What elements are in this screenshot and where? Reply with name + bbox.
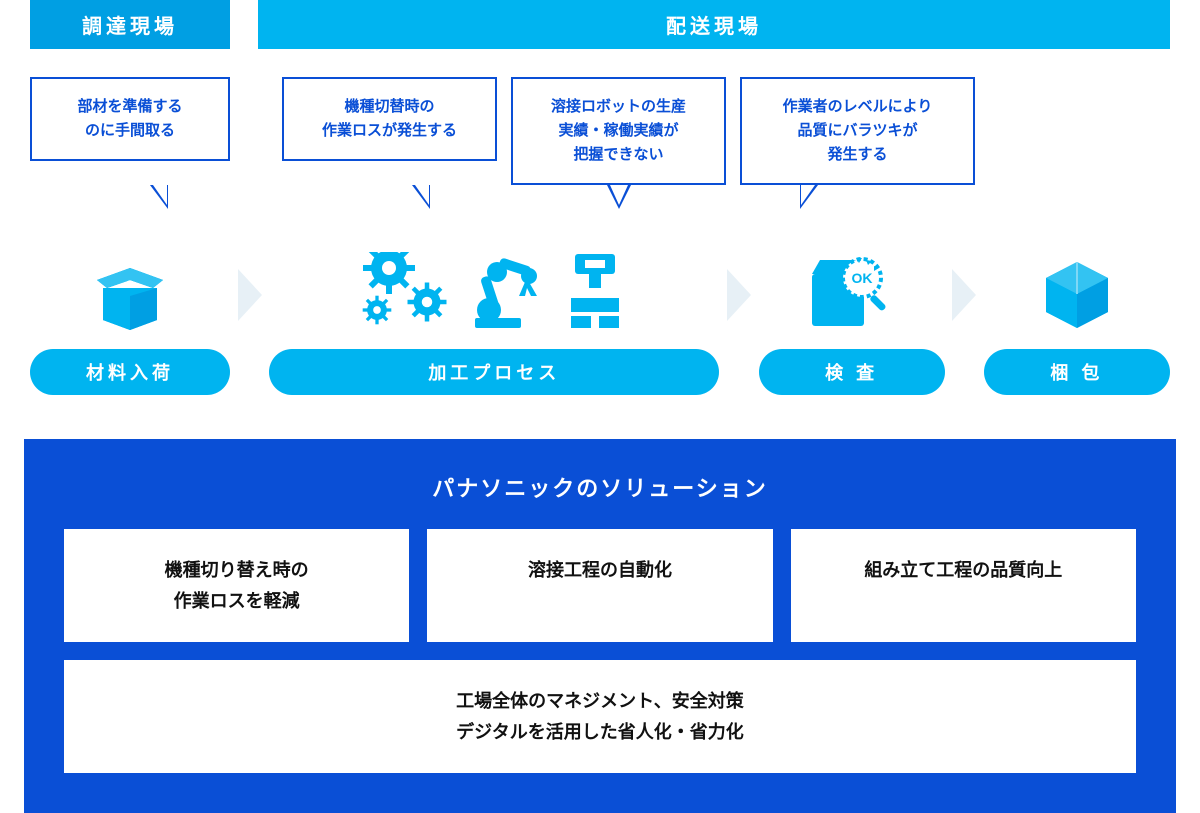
bubble-2-tail	[607, 185, 631, 209]
pills-row: 材料入荷 加工プロセス 検 査 梱 包	[30, 349, 1170, 395]
stage-incoming-icons	[30, 255, 230, 335]
pill-machining: 加工プロセス	[269, 349, 719, 395]
header-left: 調達現場	[30, 0, 230, 49]
bubble-3-tail	[800, 185, 818, 209]
arrow-2	[727, 269, 751, 321]
bubble-0: 部材を準備するのに手間取る	[30, 77, 230, 185]
stage-inspect-icons: OK	[759, 255, 945, 335]
open-box-icon	[95, 266, 165, 335]
solution-box-2: 組み立て工程の品質向上	[791, 529, 1136, 642]
pill-pack: 梱 包	[984, 349, 1170, 395]
solution-box-1: 溶接工程の自動化	[427, 529, 772, 642]
solution-title: パナソニックのソリューション	[64, 471, 1136, 503]
header-row: 調達現場 配送現場	[30, 0, 1170, 49]
pill-incoming: 材料入荷	[30, 349, 230, 395]
arrow-3	[952, 269, 976, 321]
bubbles-row: 部材を準備するのに手間取る 機種切替時の作業ロスが発生する 溶接ロボットの生産実…	[30, 77, 1170, 185]
solution-box-0: 機種切り替え時の作業ロスを軽減	[64, 529, 409, 642]
bubble-2-text: 溶接ロボットの生産実績・稼働実績が把握できない	[511, 77, 726, 185]
inspect-ok-icon: OK	[810, 256, 894, 335]
robot-arm-icon	[469, 252, 545, 335]
clamp-icon	[563, 252, 627, 335]
solution-panel: パナソニックのソリューション 機種切り替え時の作業ロスを軽減 溶接工程の自動化 …	[24, 439, 1176, 813]
bubble-1-tail	[412, 185, 430, 209]
bubble-2: 溶接ロボットの生産実績・稼働実績が把握できない	[511, 77, 726, 185]
bubble-0-tail	[150, 185, 168, 209]
arrow-1	[238, 269, 262, 321]
gears-icon	[361, 252, 451, 335]
bubble-3-text: 作業者のレベルにより品質にバラツキが発生する	[740, 77, 975, 185]
header-right: 配送現場	[258, 0, 1170, 49]
stage-pack-icons	[984, 255, 1170, 335]
pill-inspect: 検 査	[759, 349, 945, 395]
bubble-1: 機種切替時の作業ロスが発生する	[282, 77, 497, 185]
process-icons-row: OK	[30, 255, 1170, 335]
bubble-3: 作業者のレベルにより品質にバラツキが発生する	[740, 77, 975, 185]
closed-box-icon	[1042, 260, 1112, 335]
stage-machining-icons	[269, 255, 719, 335]
solution-row-top: 機種切り替え時の作業ロスを軽減 溶接工程の自動化 組み立て工程の品質向上	[64, 529, 1136, 642]
bubble-0-text: 部材を準備するのに手間取る	[30, 77, 230, 161]
svg-text:OK: OK	[851, 270, 872, 286]
bubble-1-text: 機種切替時の作業ロスが発生する	[282, 77, 497, 161]
solution-box-bottom: 工場全体のマネジメント、安全対策デジタルを活用した省人化・省力化	[64, 660, 1136, 773]
